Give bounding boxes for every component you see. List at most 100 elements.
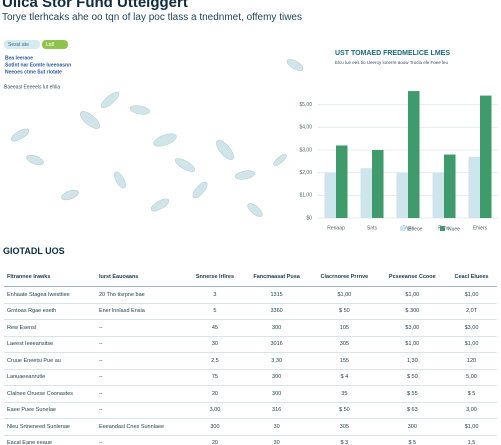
- table-cell: $1,00: [378, 336, 446, 353]
- table-row: Enhaate Stagea Iwesttiee 20 Tho tisrpne b…: [4, 286, 497, 304]
- x-tick-label: Snts: [367, 225, 378, 231]
- table-cell: Eacal Eane eeaue: [4, 435, 96, 445]
- table-cell: 3,00: [186, 402, 244, 419]
- table-cell: 2,5: [186, 352, 244, 370]
- table-cell: 3: [186, 286, 244, 304]
- chart-title: UST TOMAED FREDMELICE LMES: [335, 50, 450, 57]
- chart-subtitle: Elcu lue ees tio Ueeroy lonerre aoow Tro…: [335, 60, 449, 65]
- table-cell: 3016: [243, 336, 311, 353]
- table-cell: Cruue Eneetsi Pue au: [4, 352, 96, 370]
- column-header: Fancmaasat Pusa: [243, 268, 311, 287]
- table-cell: Eeeandasl Cnes Sunnlaee: [95, 418, 187, 436]
- table-cell: --: [95, 336, 187, 353]
- table-cell: $ 63: [378, 402, 446, 419]
- table-cell: $ 3: [310, 435, 379, 445]
- bar: [324, 172, 336, 218]
- table-cell: 45: [186, 319, 244, 337]
- bar: [336, 145, 348, 218]
- table-cell: 1,30: [378, 352, 446, 370]
- table-cell: $ 300: [378, 303, 446, 320]
- table-cell: --: [95, 352, 187, 370]
- table-cell: 300: [243, 385, 311, 403]
- table-cell: 75: [186, 369, 244, 386]
- table-row: Lanuaeeanrutle -- 75 300 $ 4 $ 50 5,00: [4, 369, 497, 386]
- bar: [360, 168, 372, 218]
- table-title: GIOTADL UOS: [3, 246, 65, 256]
- table-cell: $ 5: [445, 385, 497, 403]
- table-cell: 5,00: [445, 369, 497, 386]
- column-header: Fltrannee Irawks: [4, 268, 96, 287]
- column-header: Snnerse Irllres: [186, 268, 244, 287]
- panel-line: Sotlnt nar Eomte lueeoasnn: [5, 62, 71, 68]
- table-cell: 30: [243, 435, 311, 445]
- table-cell: 20: [186, 435, 244, 445]
- table-row: Cruue Eneetsi Pue au -- 2,5 3,30 155 1,30 120: [4, 352, 497, 370]
- table-row: Laeest Ieeeansitse -- 30 3016 305 $1,00 $1,00: [4, 336, 497, 353]
- table-cell: $1,00: [378, 286, 446, 304]
- table-row: Nleu Srtneneed Sunlenae Eeeandasl Cnes Su…: [4, 418, 497, 436]
- table-cell: 20 Tho tisrpne bae: [95, 286, 187, 304]
- column-header: Ceacl Eluees: [445, 268, 497, 287]
- table-cell: $1,00: [445, 336, 497, 353]
- table-cell: 35: [310, 385, 379, 403]
- table-cell: 2,0T: [445, 303, 497, 320]
- header-row: Fltrannee Irawks Iurst Eauoaans Snnerse Ir…: [4, 268, 497, 287]
- y-tick-label: $2,00: [299, 170, 312, 176]
- page-title: Ulica Stor Fund Uttelggert: [2, 0, 188, 11]
- table-cell: $1,00: [445, 418, 497, 436]
- table-cell: 305: [310, 418, 379, 436]
- table-cell: Ener lnnlasd Ensia: [95, 303, 187, 320]
- y-tick-label: $4,00: [299, 125, 312, 131]
- table-cell: 3,00: [445, 402, 497, 419]
- table-cell: 1315: [243, 286, 311, 304]
- x-tick-label: Ehiers: [473, 225, 488, 231]
- table-cell: 30: [243, 418, 311, 436]
- legend-label: Eeeoe: [408, 226, 423, 232]
- table-cell: 30: [186, 336, 244, 353]
- table-cell: $ 5: [378, 435, 446, 445]
- tab-label[interactable]: Sesst ate: [8, 42, 29, 48]
- table-cell: Grntoas Rgae eseth: [4, 303, 96, 320]
- table-cell: 300: [378, 418, 446, 436]
- table-row: Grntoas Rgae eseth Ener lnnlasd Ensia 5 336…: [4, 303, 497, 320]
- y-tick-label: $1,00: [299, 193, 312, 199]
- table-cell: 316: [243, 402, 311, 419]
- bar: [372, 150, 384, 218]
- panel-line: Bea Ieeraoe: [5, 55, 33, 61]
- table-cell: 300: [186, 418, 244, 436]
- tab[interactable]: [4, 40, 40, 49]
- table-cell: 20: [186, 385, 244, 403]
- table-cell: --: [95, 369, 187, 386]
- table-cell: $ 50: [378, 369, 446, 386]
- table-cell: Laeest Ieeeansitse: [4, 336, 96, 353]
- table-cell: 120: [445, 352, 497, 370]
- table-cell: $ 50: [310, 402, 379, 419]
- bar: [432, 172, 444, 218]
- tab-label[interactable]: Ltdl: [46, 42, 54, 48]
- bar: [396, 172, 408, 218]
- table-cell: 3360: [243, 303, 311, 320]
- bar: [480, 95, 492, 218]
- table-cell: $ 4: [310, 369, 379, 386]
- column-header: Clacrnoree Prrnve: [310, 268, 379, 287]
- table-cell: Rew Esensl: [4, 319, 96, 337]
- tab[interactable]: [42, 40, 68, 49]
- table-cell: $1,00: [445, 286, 497, 304]
- x-tick-label: Srgrc: [402, 225, 414, 231]
- table-cell: 3,30: [243, 352, 311, 370]
- table-row: Rew Esensl -- 45 300 105 $3,00 $3,00: [4, 319, 497, 337]
- column-header: Pcseeanse Ccooe: [378, 268, 446, 287]
- x-tick-label: Renaap: [327, 225, 345, 231]
- table-cell: 5: [186, 303, 244, 320]
- table-row: Clalnee Oruese Coonastes -- 20 300 35 $ 55 $ 5: [4, 385, 497, 403]
- table-cell: 300: [243, 369, 311, 386]
- y-tick-label: $5,00: [299, 102, 312, 108]
- bar: [468, 156, 480, 218]
- table-cell: $3,00: [378, 319, 446, 337]
- panel-line: Neeoes ctme Sut rlotate: [5, 69, 62, 75]
- legend-swatch: [440, 226, 445, 231]
- table-cell: $ 50: [310, 303, 379, 320]
- page-subtitle: Torye tlerhcaks ahe oo tqn of lay poc tl…: [2, 12, 302, 23]
- table-cell: 105: [310, 319, 379, 337]
